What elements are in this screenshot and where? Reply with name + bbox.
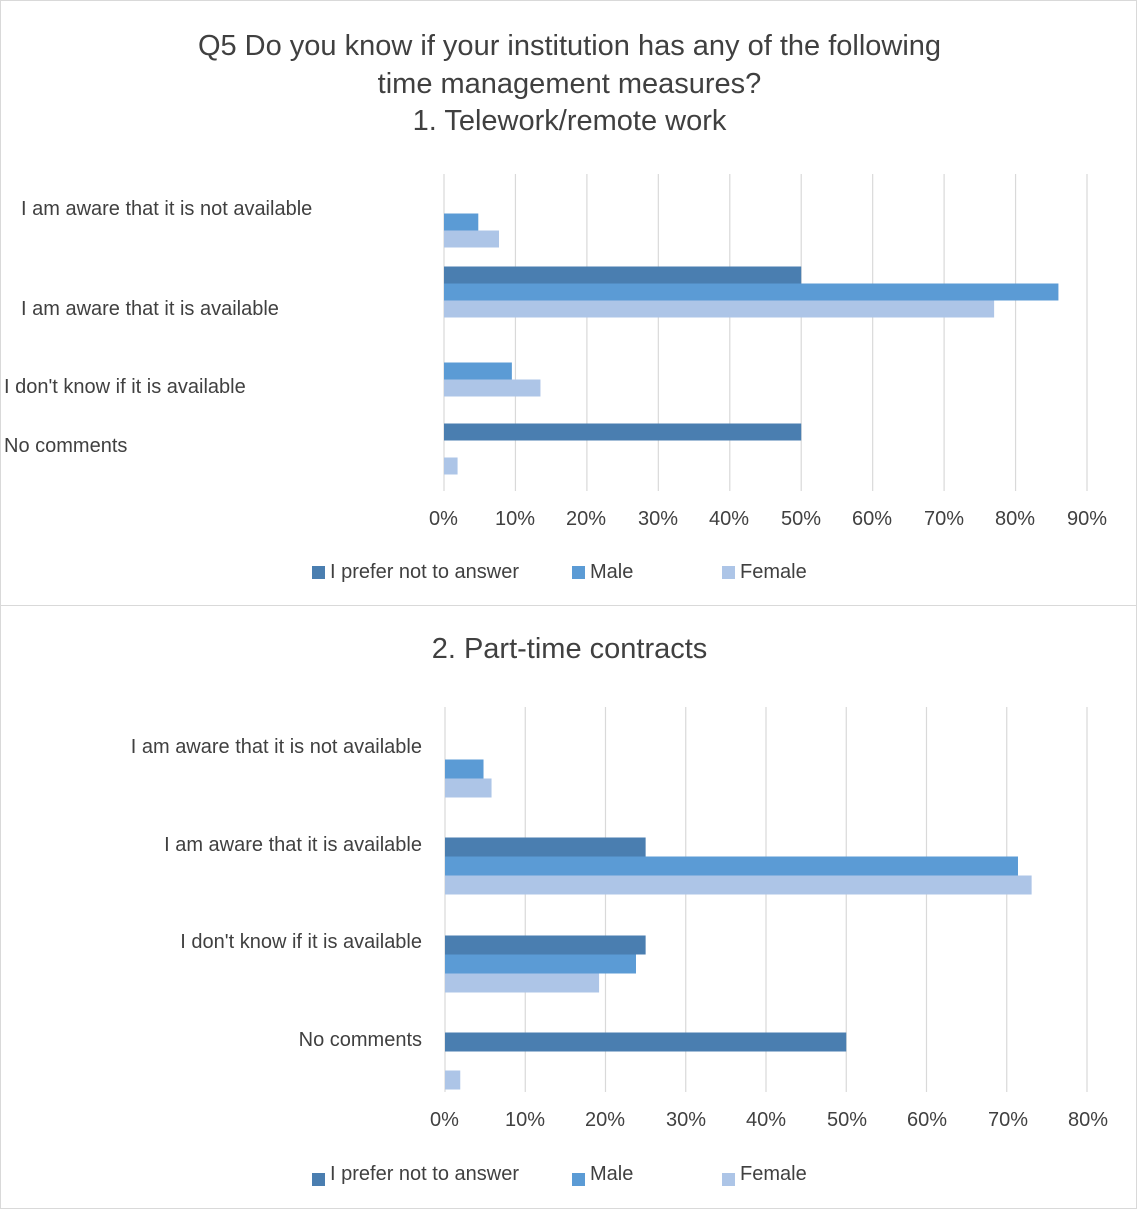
category-label: I am aware that it is not available — [21, 198, 313, 220]
bar-prefer — [445, 837, 646, 857]
x-tick-label: 80% — [995, 508, 1036, 530]
bar-female — [444, 300, 995, 318]
bar-female — [444, 379, 541, 397]
legend-item-prefer: I prefer not to answer — [312, 1163, 519, 1186]
x-tick-label: 40% — [709, 508, 750, 530]
legend-swatch-female — [722, 566, 735, 579]
bar-male — [445, 759, 484, 779]
legend-label: I prefer not to answer — [330, 1163, 519, 1185]
category-label: I am aware that it is available — [21, 298, 279, 320]
legend-label: Female — [740, 561, 807, 583]
category-label: I am aware that it is not available — [130, 736, 422, 758]
chart-panel-telework: Q5 Do you know if your institution has a… — [0, 0, 1137, 606]
bar-male — [444, 283, 1059, 301]
legend-item-female: Female — [722, 561, 807, 584]
bar-male — [445, 856, 1018, 876]
x-tick-label: 60% — [852, 508, 893, 530]
x-tick-label: 30% — [638, 508, 679, 530]
x-tick-label: 0% — [429, 508, 458, 530]
chart-title-line-3: 1. Telework/remote work — [412, 105, 727, 137]
x-tick-label: 10% — [495, 508, 536, 530]
x-tick-label: 60% — [907, 1109, 948, 1131]
x-tick-label: 30% — [666, 1109, 707, 1131]
x-tick-label: 20% — [585, 1109, 626, 1131]
category-label: No comments — [298, 1029, 422, 1051]
x-tick-label: 20% — [566, 508, 607, 530]
x-tick-label: 0% — [430, 1109, 459, 1131]
x-tick-label: 50% — [781, 508, 822, 530]
legend-item-prefer: I prefer not to answer — [312, 561, 519, 584]
legend-item-male: Male — [572, 1163, 633, 1186]
bar-male — [445, 954, 636, 974]
legend-swatch-prefer — [312, 1173, 325, 1186]
legend-swatch-male — [572, 566, 585, 579]
category-label: I am aware that it is available — [164, 834, 422, 856]
legend-label: Female — [740, 1163, 807, 1185]
x-tick-label: 10% — [505, 1109, 546, 1131]
bar-female — [444, 230, 500, 248]
bar-female — [445, 973, 600, 993]
bar-female — [445, 875, 1032, 895]
bar-prefer — [444, 266, 802, 284]
bar-male — [444, 362, 512, 380]
x-tick-label: 80% — [1068, 1109, 1109, 1131]
chart-title: 2. Part-time contracts — [431, 633, 708, 665]
x-tick-label: 50% — [827, 1109, 868, 1131]
x-tick-label: 70% — [924, 508, 965, 530]
bar-prefer — [444, 423, 802, 441]
chart-title-line-1: Q5 Do you know if your institution has a… — [197, 30, 942, 62]
x-tick-label: 90% — [1067, 508, 1108, 530]
legend-swatch-prefer — [312, 566, 325, 579]
legend-item-male: Male — [572, 561, 633, 584]
bar-plot-area — [444, 707, 1088, 1092]
legend-label: Male — [590, 1163, 634, 1185]
x-tick-label: 40% — [746, 1109, 787, 1131]
bar-female — [445, 778, 492, 798]
category-label: I don't know if it is available — [4, 376, 246, 398]
legend-swatch-male — [572, 1173, 585, 1186]
bar-plot-area — [443, 174, 1088, 491]
legend-label: I prefer not to answer — [330, 561, 519, 583]
category-label: No comments — [4, 435, 128, 457]
legend-swatch-female — [722, 1173, 735, 1186]
bar-male — [444, 213, 479, 231]
bar-prefer — [445, 1032, 847, 1052]
bar-prefer — [445, 935, 646, 955]
category-label: I don't know if it is available — [180, 931, 422, 953]
legend-label: Male — [590, 561, 634, 583]
legend-item-female: Female — [722, 1163, 807, 1186]
chart-legend: I prefer not to answer Male Female — [1, 561, 1137, 587]
bar-female — [445, 1070, 461, 1090]
chart-title-line-2: time management measures? — [377, 68, 762, 100]
bar-female — [444, 457, 458, 475]
chart-panel-part-time: 2. Part-time contracts I am aware that i… — [0, 605, 1137, 1209]
chart-legend: I prefer not to answer Male Female — [1, 1163, 1137, 1189]
x-tick-label: 70% — [988, 1109, 1029, 1131]
